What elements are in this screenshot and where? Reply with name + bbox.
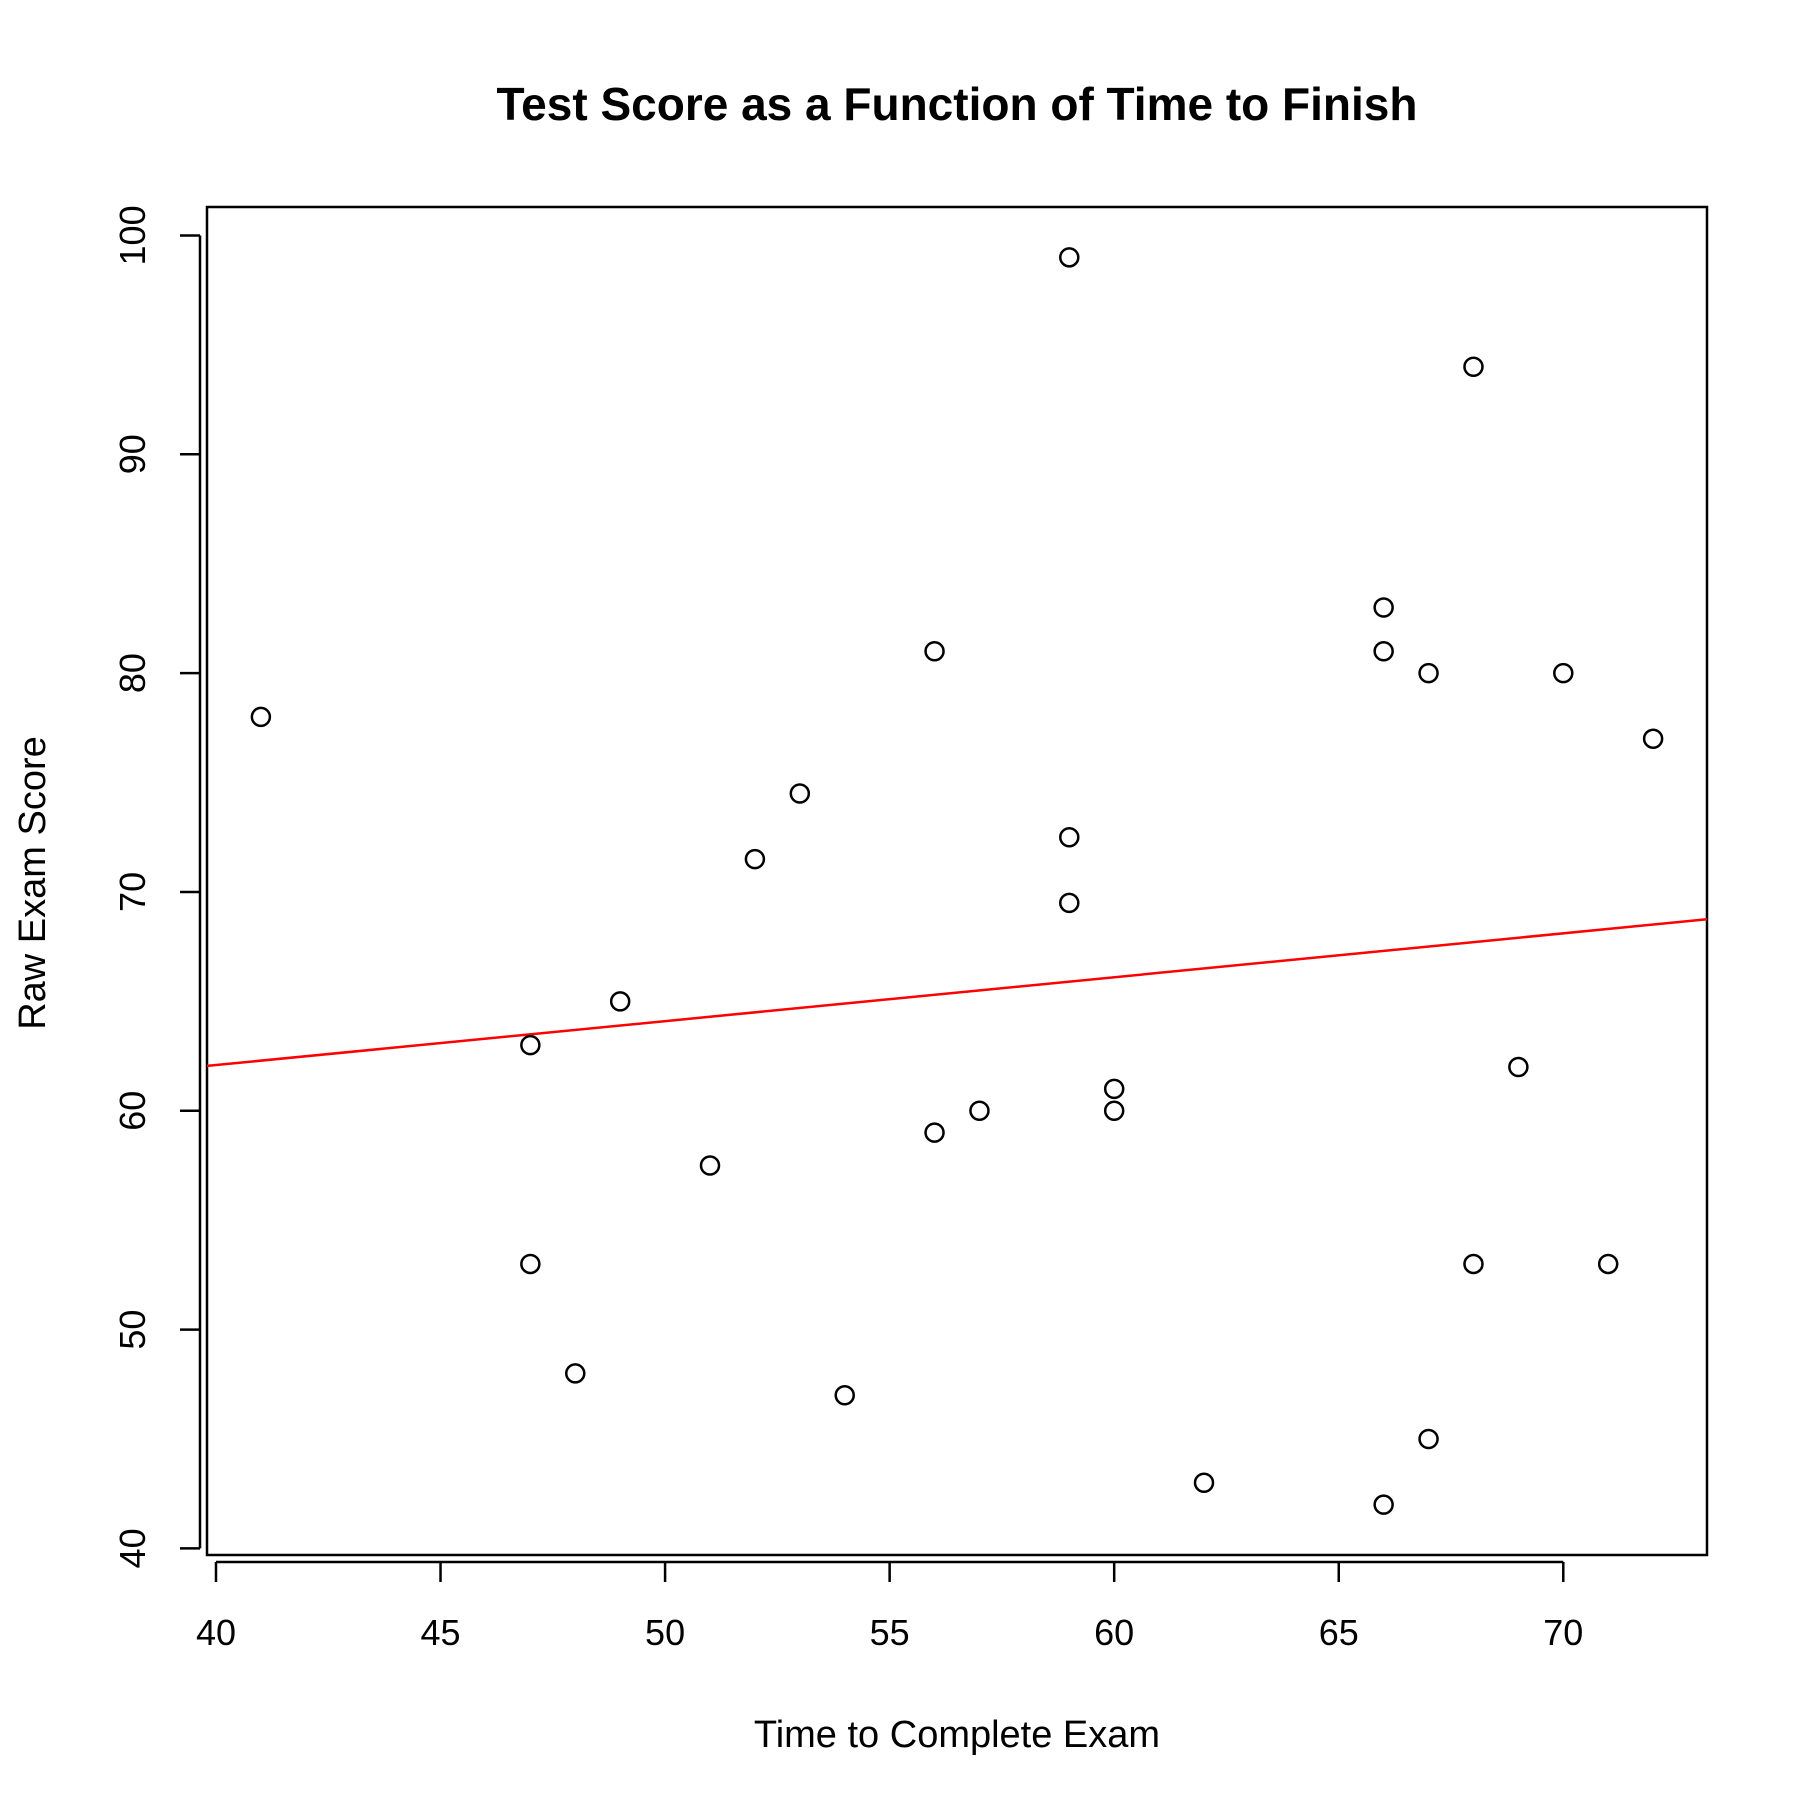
y-axis: 40 50 60 70 80 90 100 (112, 205, 202, 1568)
data-point (1463, 356, 1484, 377)
y-tick-label: 100 (112, 205, 153, 265)
data-point (565, 1363, 586, 1384)
data-point (924, 1122, 945, 1143)
data-point (1642, 728, 1664, 750)
regression-line (206, 918, 1708, 1068)
data-point (250, 706, 272, 728)
data-point (1553, 662, 1574, 684)
x-tick-label: 45 (421, 1612, 461, 1653)
data-point (1418, 1428, 1439, 1450)
data-point (1373, 1494, 1394, 1515)
plot-frame (205, 205, 1709, 1557)
x-tick-label: 70 (1543, 1612, 1583, 1653)
data-point (1418, 662, 1439, 684)
data-point (1597, 1253, 1619, 1275)
y-tick-label: 90 (112, 434, 153, 474)
data-point (789, 783, 811, 804)
y-axis-label: Raw Exam Score (12, 736, 54, 1030)
data-point (1103, 1100, 1125, 1122)
data-point (1373, 640, 1394, 662)
x-tick-label: 55 (870, 1612, 910, 1653)
data-point (520, 1034, 541, 1056)
x-tick-label: 60 (1094, 1612, 1134, 1653)
y-tick-label: 70 (112, 872, 153, 912)
data-point (1463, 1253, 1484, 1275)
x-axis: 40 45 50 55 60 65 70 (196, 1560, 1583, 1653)
y-tick-label: 40 (112, 1528, 153, 1568)
y-tick-label: 80 (112, 653, 153, 693)
data-point (969, 1100, 990, 1122)
fit-line-layer (206, 918, 1708, 1068)
y-tick-label: 50 (112, 1310, 153, 1350)
data-point (924, 640, 945, 662)
points-layer (250, 247, 1664, 1515)
y-tick-label: 60 (112, 1091, 153, 1131)
x-tick-label: 65 (1319, 1612, 1359, 1653)
data-point (1103, 1078, 1125, 1100)
data-point (609, 991, 631, 1012)
data-point (834, 1385, 855, 1406)
data-point (520, 1253, 541, 1275)
data-point (1373, 597, 1394, 618)
data-point (1059, 892, 1080, 914)
x-tick-label: 50 (645, 1612, 685, 1653)
x-axis-label: Time to Complete Exam (754, 1714, 1160, 1756)
x-tick-label: 40 (196, 1612, 236, 1653)
data-point (1059, 247, 1080, 268)
chart-title: Test Score as a Function of Time to Fini… (497, 78, 1418, 130)
data-point (1193, 1472, 1215, 1494)
data-point (1508, 1056, 1529, 1078)
data-point (744, 848, 766, 870)
data-point (1059, 826, 1080, 848)
data-point (699, 1155, 721, 1176)
